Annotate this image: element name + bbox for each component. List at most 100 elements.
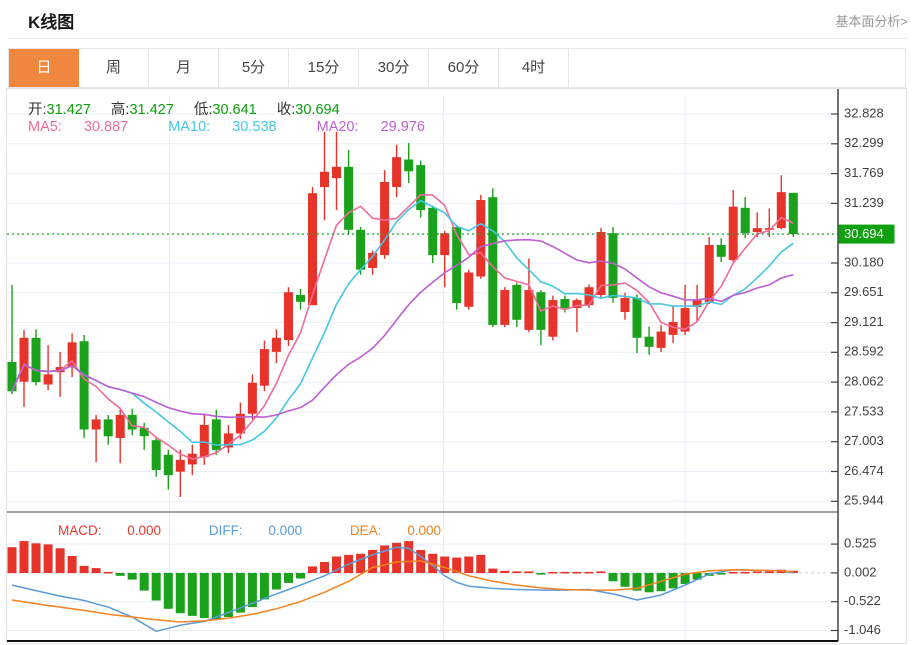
- candle-body: [139, 427, 149, 437]
- candle-body: [620, 297, 630, 312]
- macd-bar: [452, 557, 462, 573]
- candle-body: [103, 419, 113, 437]
- macd-bar: [7, 547, 17, 574]
- price-axis-label: 31.769: [844, 165, 884, 180]
- macd-bar: [608, 573, 618, 582]
- candle-body: [380, 182, 390, 256]
- price-axis-label: 30.180: [844, 254, 884, 269]
- candle-body: [344, 166, 354, 230]
- macd-bar: [464, 556, 474, 573]
- candle-body: [79, 341, 89, 430]
- price-axis-label: 31.239: [844, 195, 884, 210]
- macd-bar: [584, 571, 594, 574]
- candle-body: [296, 295, 305, 302]
- macd-bar: [656, 573, 666, 592]
- ma10-readout: MA10: 30.538: [168, 119, 277, 135]
- macd-bar: [67, 556, 77, 574]
- candle-body: [464, 272, 474, 307]
- macd-bar: [19, 541, 29, 573]
- candle-body: [728, 206, 738, 261]
- ma5-readout: MA5: 30.887: [28, 119, 129, 135]
- price-axis-label: 28.062: [844, 374, 884, 389]
- macd-bar: [488, 568, 498, 573]
- tab-5min[interactable]: 5分: [219, 49, 289, 87]
- macd-axis-label: 0.525: [844, 536, 877, 551]
- candle-body: [548, 300, 558, 337]
- macd-bar: [235, 573, 245, 613]
- candle-body: [416, 165, 426, 211]
- macd-bar: [440, 556, 450, 573]
- dea-value-readout: DEA: 0.000: [349, 523, 441, 538]
- ohlc-readout: 开:31.427 高:31.427 低:30.641 收:30.694: [28, 98, 356, 119]
- candle-body: [716, 245, 726, 257]
- macd-bar: [356, 553, 366, 574]
- tab-day[interactable]: 日: [9, 49, 79, 87]
- candle-body: [332, 166, 341, 179]
- low-value: 30.641: [212, 102, 257, 118]
- close-value: 30.694: [295, 102, 340, 118]
- macd-bar: [31, 543, 41, 573]
- tab-15min[interactable]: 15分: [289, 49, 359, 87]
- candle-body: [752, 228, 762, 232]
- dea-line: [11, 560, 794, 623]
- macd-value-readout: MACD: 0.000: [58, 523, 162, 538]
- macd-bar: [127, 573, 137, 580]
- tab-week[interactable]: 周: [79, 49, 149, 87]
- candle-body: [740, 207, 750, 234]
- tab-month[interactable]: 月: [149, 49, 219, 87]
- ma5-line: [11, 193, 794, 460]
- candle-body: [115, 414, 125, 438]
- price-axis-label: 29.651: [844, 284, 884, 299]
- high-value: 31.427: [129, 102, 174, 118]
- fundamental-analysis-link[interactable]: 基本面分析>: [835, 14, 908, 29]
- macd-bar: [620, 573, 630, 587]
- macd-bar: [187, 573, 197, 616]
- macd-bar: [512, 571, 522, 574]
- tab-30min[interactable]: 30分: [359, 49, 429, 87]
- candle-body: [608, 233, 618, 298]
- candle-body: [644, 336, 654, 347]
- candle-body: [500, 290, 510, 325]
- macd-bar: [752, 571, 762, 574]
- macd-bar: [368, 549, 378, 573]
- open-value: 31.427: [46, 102, 91, 118]
- candle-body: [404, 159, 414, 172]
- page-title: K线图: [28, 13, 75, 32]
- candle-body: [488, 197, 498, 325]
- macd-bar: [175, 573, 185, 614]
- title-divider: [8, 38, 908, 39]
- candle-body: [596, 232, 606, 295]
- macd-bar: [476, 554, 486, 574]
- macd-bar: [296, 573, 305, 579]
- candle-body: [284, 292, 293, 340]
- macd-bar: [320, 562, 329, 573]
- macd-bar: [380, 545, 390, 573]
- diff-line: [11, 546, 794, 633]
- candle-body: [91, 419, 101, 430]
- price-axis-label: 26.474: [844, 463, 884, 478]
- candle-body: [151, 440, 161, 470]
- tab-4hour[interactable]: 4时: [499, 49, 569, 87]
- macd-bar: [284, 573, 293, 583]
- candle-body: [788, 192, 798, 234]
- candle-body: [7, 362, 17, 392]
- macd-axis-label: -0.522: [844, 593, 881, 608]
- tab-60min[interactable]: 60分: [429, 49, 499, 87]
- macd-bar: [55, 548, 65, 574]
- macd-bar: [668, 573, 678, 589]
- macd-bar: [764, 571, 774, 574]
- candle-body: [776, 192, 786, 229]
- candle-body: [271, 337, 281, 352]
- candle-body: [524, 290, 534, 330]
- candle-body: [368, 252, 378, 268]
- candle-body: [163, 454, 173, 476]
- candle-body: [584, 287, 594, 306]
- price-axis-label: 25.944: [844, 493, 884, 508]
- price-axis-label: 32.299: [844, 135, 884, 150]
- macd-axis-label: -1.046: [844, 622, 881, 637]
- macd-bar: [247, 573, 257, 608]
- macd-bar: [692, 573, 702, 580]
- macd-bar: [223, 573, 233, 617]
- price-tag: [838, 224, 895, 244]
